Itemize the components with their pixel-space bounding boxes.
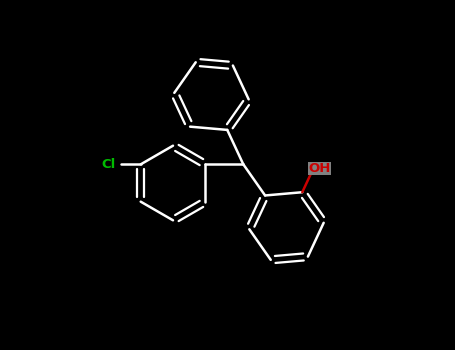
Text: Cl: Cl <box>101 158 116 171</box>
Text: OH: OH <box>308 162 331 175</box>
